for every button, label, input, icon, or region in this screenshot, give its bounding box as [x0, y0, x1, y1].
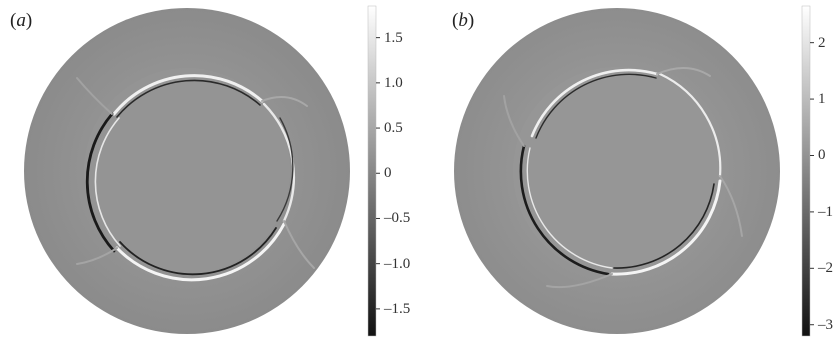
colorbar-tick-label: 0 — [384, 165, 392, 182]
panel-label-b: (b) — [452, 10, 475, 31]
colorbar-tick-label: –3 — [818, 316, 833, 333]
colorbar-a — [367, 5, 380, 337]
colorbar-tick-label: –1.5 — [384, 300, 411, 317]
colorbar-tick-label: –0.5 — [384, 210, 411, 227]
colorbar-tick-label: 1.5 — [384, 29, 403, 46]
colorbar-ticks-a — [376, 37, 380, 310]
colorbar-tick-label: –2 — [818, 260, 833, 277]
colorbar-b — [801, 5, 814, 337]
colorbar-tick-label: –1.0 — [384, 255, 411, 272]
colorbar-tick-label: –1 — [818, 203, 833, 220]
panel-a: (a) — [10, 5, 411, 337]
colorbar-tick-label: 1.0 — [384, 74, 403, 91]
colorbar-tick-label: 0.5 — [384, 120, 403, 137]
colorbar-tick-label: 1 — [818, 91, 826, 108]
colorbar-ticks-b — [810, 42, 814, 326]
field-image-b — [454, 8, 780, 334]
colorbar-tick-label: 0 — [818, 147, 826, 164]
colorbar-tick-label: 2 — [818, 34, 826, 51]
field-image-a — [24, 8, 350, 334]
panel-label-a: (a) — [10, 10, 33, 31]
